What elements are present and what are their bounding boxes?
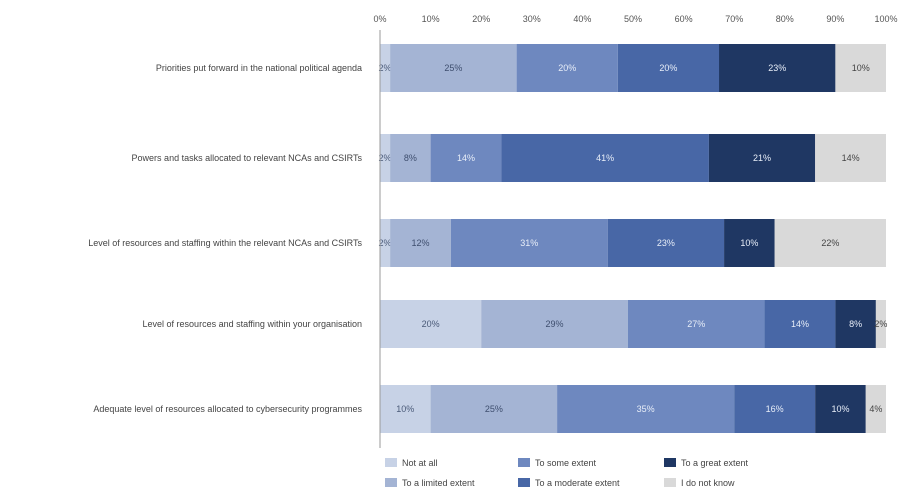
legend-swatch bbox=[385, 478, 397, 487]
legend-swatch bbox=[664, 458, 676, 467]
bar-segment bbox=[724, 219, 775, 267]
bar-segment bbox=[708, 134, 816, 182]
category-label: Level of resources and staffing within y… bbox=[143, 319, 362, 329]
data-label: 29% bbox=[546, 319, 564, 329]
data-label: 20% bbox=[558, 63, 576, 73]
x-tick-label: 90% bbox=[826, 14, 844, 24]
data-label: 25% bbox=[485, 404, 503, 414]
bar-segment bbox=[627, 300, 765, 348]
bar-segment bbox=[516, 44, 618, 92]
x-tick-label: 20% bbox=[472, 14, 490, 24]
data-label: 14% bbox=[457, 153, 475, 163]
data-label: 10% bbox=[831, 404, 849, 414]
x-axis-ticks: 0% 10% 20% 30% 40% 50% 60% 70% 80% 90% 100% bbox=[373, 14, 897, 24]
data-label: 23% bbox=[768, 63, 786, 73]
data-label: 25% bbox=[444, 63, 462, 73]
x-tick-label: 60% bbox=[675, 14, 693, 24]
data-label: 2% bbox=[379, 238, 392, 248]
bar-segment bbox=[875, 300, 886, 348]
data-label: 10% bbox=[396, 404, 414, 414]
data-label: 16% bbox=[766, 404, 784, 414]
bar-segment bbox=[815, 134, 886, 182]
data-label: 14% bbox=[842, 153, 860, 163]
x-tick-label: 10% bbox=[422, 14, 440, 24]
x-tick-label: 30% bbox=[523, 14, 541, 24]
data-label: 10% bbox=[740, 238, 758, 248]
legend-swatch bbox=[385, 458, 397, 467]
data-label: 27% bbox=[687, 319, 705, 329]
data-label: 21% bbox=[753, 153, 771, 163]
bar-segment bbox=[390, 44, 517, 92]
bar-segment bbox=[617, 44, 720, 92]
legend-swatch bbox=[518, 458, 530, 467]
bar-segment bbox=[835, 300, 876, 348]
x-tick-label: 50% bbox=[624, 14, 642, 24]
data-label: 8% bbox=[849, 319, 862, 329]
legend: Not at all To some extent To a great exten… bbox=[385, 458, 749, 488]
bar-segment bbox=[774, 219, 886, 267]
bar-segment bbox=[865, 385, 886, 433]
data-label: 20% bbox=[422, 319, 440, 329]
bar-segment bbox=[380, 44, 391, 92]
x-tick-label: 70% bbox=[725, 14, 743, 24]
data-label: 14% bbox=[791, 319, 809, 329]
x-tick-label: 100% bbox=[874, 14, 897, 24]
data-label: 2% bbox=[379, 63, 392, 73]
bar-segment bbox=[501, 134, 709, 182]
bar-segment bbox=[380, 385, 431, 433]
category-label: Level of resources and staffing within t… bbox=[88, 238, 362, 248]
category-label: Powers and tasks allocated to relevant N… bbox=[132, 153, 363, 163]
category-labels: Priorities put forward in the national p… bbox=[88, 63, 362, 414]
legend-label: To a limited extent bbox=[402, 478, 475, 488]
bar-segment bbox=[430, 385, 558, 433]
category-label: Priorities put forward in the national p… bbox=[156, 63, 362, 73]
bar-segment bbox=[430, 134, 502, 182]
data-label: 4% bbox=[869, 404, 882, 414]
bar-segment bbox=[835, 44, 886, 92]
data-label: 35% bbox=[637, 404, 655, 414]
bar-segment bbox=[607, 219, 725, 267]
bar-segment bbox=[450, 219, 608, 267]
bar-segment bbox=[380, 134, 391, 182]
x-tick-label: 80% bbox=[776, 14, 794, 24]
legend-swatch bbox=[664, 478, 676, 487]
bar-segment bbox=[481, 300, 628, 348]
legend-swatch bbox=[518, 478, 530, 487]
bar-segment bbox=[557, 385, 735, 433]
data-label: 8% bbox=[404, 153, 417, 163]
bars: 2% 25% 20% 20% 23% 10% 2% 8% 14% 41% 21% 14% 2% 12% 31… bbox=[379, 44, 887, 433]
data-label: 22% bbox=[821, 238, 839, 248]
bar-segment bbox=[734, 385, 816, 433]
legend-label: To a moderate extent bbox=[535, 478, 620, 488]
bar-segment bbox=[380, 219, 391, 267]
data-label: 2% bbox=[874, 319, 887, 329]
data-label: 41% bbox=[596, 153, 614, 163]
legend-label: Not at all bbox=[402, 458, 438, 468]
bar-segment bbox=[390, 134, 431, 182]
bar-segment bbox=[380, 300, 482, 348]
category-label: Adequate level of resources allocated to… bbox=[93, 404, 362, 414]
data-label: 2% bbox=[379, 153, 392, 163]
data-label: 20% bbox=[659, 63, 677, 73]
bar-segment bbox=[815, 385, 866, 433]
data-label: 31% bbox=[520, 238, 538, 248]
x-tick-label: 0% bbox=[373, 14, 386, 24]
data-label: 23% bbox=[657, 238, 675, 248]
legend-label: To some extent bbox=[535, 458, 597, 468]
bar-segment bbox=[764, 300, 836, 348]
bar-segment bbox=[390, 219, 451, 267]
legend-label: I do not know bbox=[681, 478, 735, 488]
legend-label: To a great extent bbox=[681, 458, 749, 468]
data-label: 12% bbox=[411, 238, 429, 248]
x-tick-label: 40% bbox=[573, 14, 591, 24]
bar-segment bbox=[719, 44, 836, 92]
data-label: 10% bbox=[852, 63, 870, 73]
